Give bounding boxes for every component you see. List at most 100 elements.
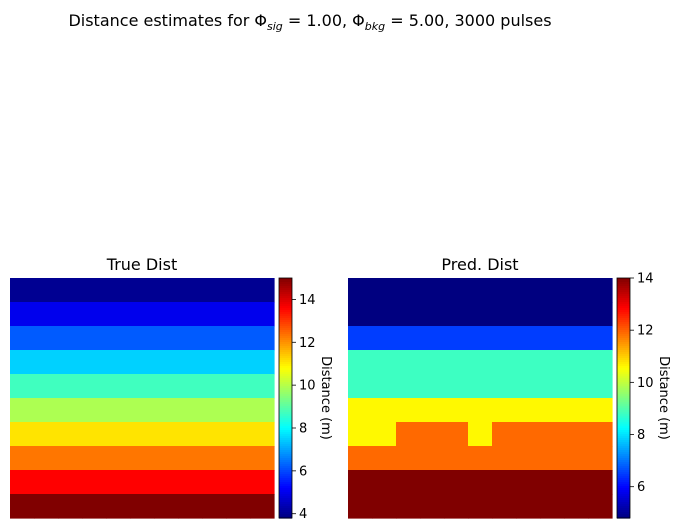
- true-dist-colorbar-segment: [279, 428, 292, 431]
- true-dist-colorbar-segment: [279, 368, 292, 371]
- true-dist-colorbar-segment: [279, 446, 292, 449]
- true-dist-colorbar-segment: [279, 392, 292, 395]
- pred-dist-colorbar-segment: [617, 420, 630, 423]
- pred-dist-colorbar-segment: [617, 464, 630, 467]
- true-dist-colorbar-segment: [279, 340, 292, 343]
- true-dist-cell: [250, 278, 275, 303]
- pred-dist-colorbar-segment: [617, 452, 630, 455]
- pred-dist-colorbar-segment: [617, 494, 630, 497]
- true-dist-cell: [178, 326, 203, 351]
- true-dist-cell: [58, 422, 83, 447]
- pred-dist-cell: [348, 350, 373, 375]
- true-dist-cell: [250, 470, 275, 495]
- true-dist-cell: [202, 374, 227, 399]
- true-dist-cell: [226, 326, 251, 351]
- pred-dist-colorbar-segment: [617, 406, 630, 409]
- pred-dist-cell: [564, 422, 589, 447]
- pred-dist-colorbar-segment: [617, 416, 630, 419]
- pred-dist-cell: [540, 398, 565, 423]
- pred-dist-colorbar-segment: [617, 448, 630, 451]
- true-dist-cell: [154, 278, 179, 303]
- true-dist-cell: [34, 446, 59, 471]
- pred-dist-cell: [516, 422, 541, 447]
- pred-dist-cell: [396, 398, 421, 423]
- pred-dist-cell: [468, 422, 493, 447]
- true-dist-cell: [154, 302, 179, 327]
- true-dist-cell: [226, 470, 251, 495]
- true-dist-colorbar-segment: [279, 460, 292, 463]
- pred-dist-colorbar-segment: [617, 292, 630, 295]
- true-dist-cell: [10, 350, 35, 375]
- pred-dist-colorbar-frame: [616, 277, 631, 519]
- true-dist-cell: [154, 326, 179, 351]
- true-dist-cell: [250, 374, 275, 399]
- pred-dist-colorbar-segment: [617, 300, 630, 303]
- true-dist-colorbar-segment: [279, 372, 292, 375]
- true-dist-cell: [106, 398, 131, 423]
- pred-dist-colorbar-segment: [617, 334, 630, 337]
- pred-dist-colorbar-segment: [617, 500, 630, 503]
- pred-dist-colorbar-segment: [617, 470, 630, 473]
- true-dist-colorbar-segment: [279, 350, 292, 353]
- pred-dist-colorbar-segment: [617, 382, 630, 385]
- pred-dist-colorbar-segment: [617, 440, 630, 443]
- pred-dist-colorbar-segment: [617, 318, 630, 321]
- true-dist-colorbar-segment: [279, 404, 292, 407]
- true-dist-colorbar-segment: [279, 434, 292, 437]
- pred-dist-colorbar-label: Distance (m): [656, 356, 671, 440]
- pred-dist-colorbar-segment: [617, 438, 630, 441]
- pred-dist-colorbar-segment: [617, 414, 630, 417]
- pred-dist-colorbar-segment: [617, 294, 630, 297]
- pred-dist-colorbar-segment: [617, 390, 630, 393]
- true-dist-cell: [226, 422, 251, 447]
- true-dist-colorbar-segment: [279, 362, 292, 365]
- pred-dist-colorbar-segment: [617, 336, 630, 339]
- pred-dist-colorbar-segment: [617, 436, 630, 439]
- pred-dist-colorbar-segment: [617, 322, 630, 325]
- true-dist-colorbar-segment: [279, 360, 292, 363]
- true-dist-cell: [10, 446, 35, 471]
- pred-dist-colorbar-segment: [617, 290, 630, 293]
- pred-dist-cell: [396, 422, 421, 447]
- pred-dist-colorbar-segment: [617, 396, 630, 399]
- true-dist-cell: [178, 470, 203, 495]
- true-dist-cell: [58, 350, 83, 375]
- pred-dist-colorbar-segment: [617, 486, 630, 489]
- pred-dist-cell: [348, 374, 373, 399]
- pred-dist-cell: [444, 422, 469, 447]
- true-dist-cell: [130, 422, 155, 447]
- true-dist-colorbar-segment: [279, 462, 292, 465]
- true-dist-colorbar-segment: [279, 316, 292, 319]
- pred-dist-cell: [396, 350, 421, 375]
- true-dist-cell: [106, 350, 131, 375]
- pred-dist-cell: [588, 494, 613, 519]
- true-dist-colorbar-segment: [279, 424, 292, 427]
- true-dist-colorbar-segment: [279, 414, 292, 417]
- true-dist-cell: [10, 422, 35, 447]
- pred-dist-colorbar-segment: [617, 412, 630, 415]
- pred-dist-cell: [420, 278, 445, 303]
- true-dist-colorbar-segment: [279, 378, 292, 381]
- pred-dist-colorbar-segment: [617, 432, 630, 435]
- true-dist-colorbar-segment: [279, 402, 292, 405]
- true-dist-cell: [226, 494, 251, 519]
- true-dist-cell: [34, 494, 59, 519]
- pred-dist-cell: [588, 302, 613, 327]
- true-dist-cell: [58, 374, 83, 399]
- pred-dist-colorbar-segment: [617, 460, 630, 463]
- pred-dist-cell: [516, 350, 541, 375]
- true-dist-cell: [250, 494, 275, 519]
- pred-dist-colorbar-segment: [617, 502, 630, 505]
- true-dist-colorbar-segment: [279, 286, 292, 289]
- true-dist-cell: [82, 494, 107, 519]
- true-dist-colorbar-segment: [279, 450, 292, 453]
- true-dist-cell: [82, 350, 107, 375]
- pred-dist-cell: [492, 350, 517, 375]
- pred-dist-cell: [444, 350, 469, 375]
- pred-dist-cell: [540, 470, 565, 495]
- pred-dist-cell: [372, 374, 397, 399]
- true-dist-colorbar-segment: [279, 280, 292, 283]
- true-dist-colorbar-segment: [279, 512, 292, 515]
- pred-dist-colorbar-segment: [617, 342, 630, 345]
- true-dist-cell: [34, 398, 59, 423]
